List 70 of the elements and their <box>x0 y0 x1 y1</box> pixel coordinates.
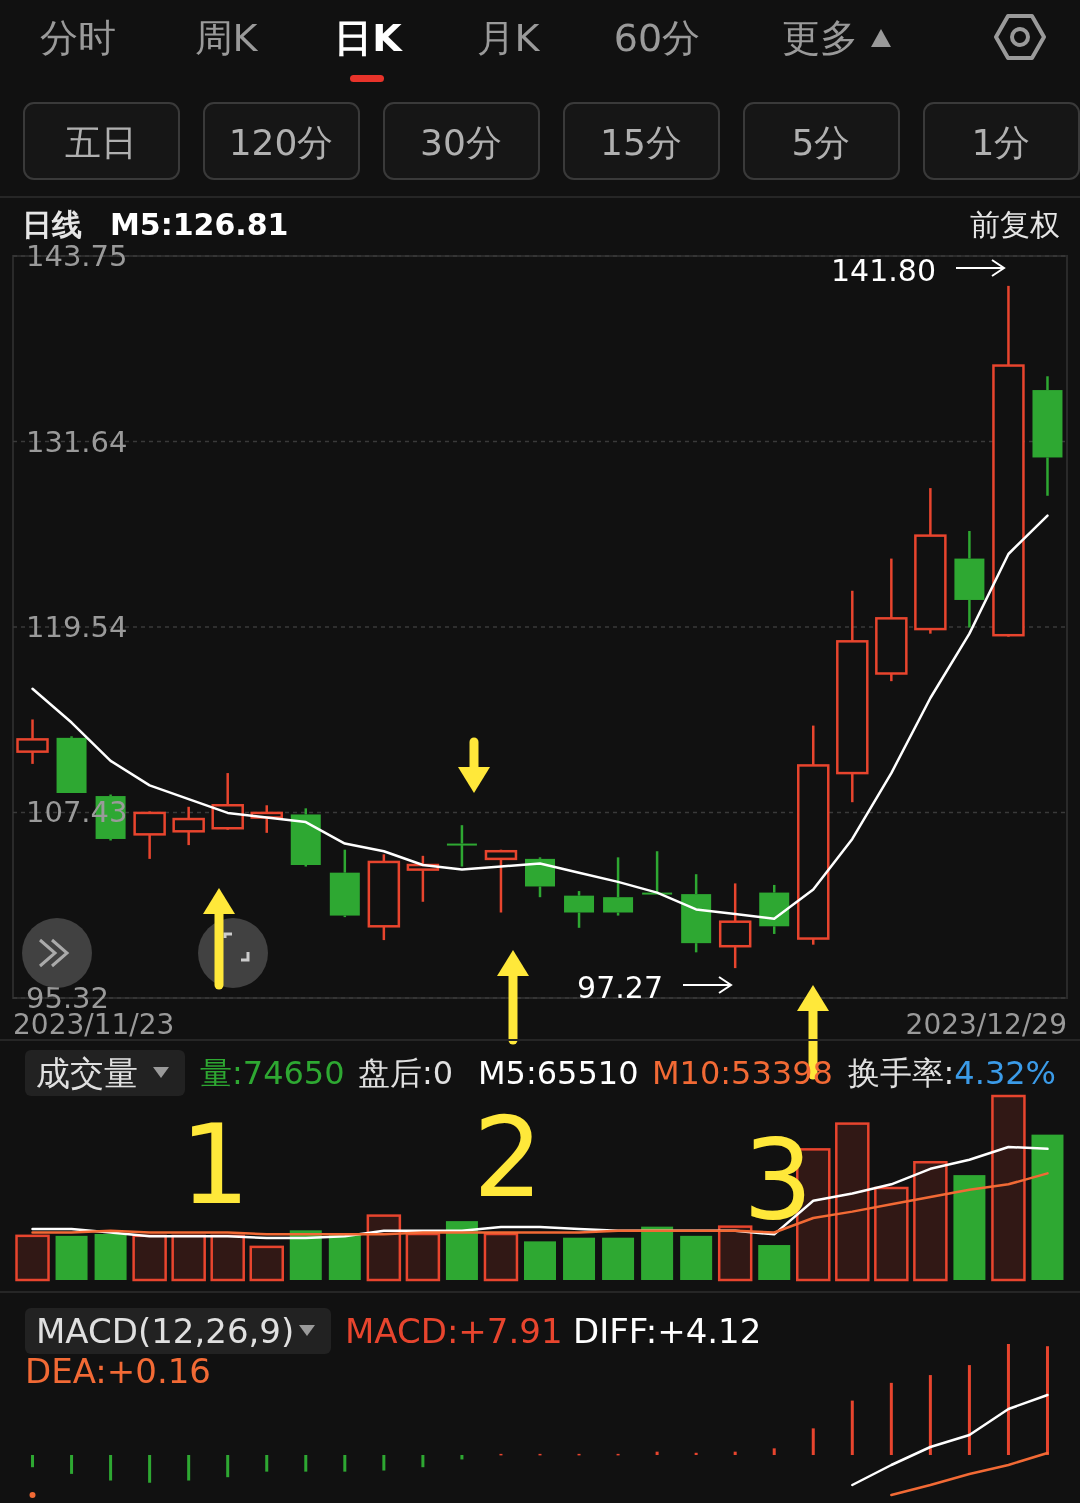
line-series <box>31 514 1049 920</box>
text: 2023/12/29 <box>905 1007 1067 1041</box>
bar <box>31 1455 35 1468</box>
bar <box>967 1365 971 1455</box>
text: 量:74650 <box>200 1054 345 1092</box>
bar <box>991 1094 1026 1282</box>
text: DEA:+0.16 <box>25 1351 211 1391</box>
bar <box>460 1455 464 1460</box>
bar <box>405 1232 441 1282</box>
bar <box>421 1455 425 1468</box>
bar <box>1006 1344 1010 1455</box>
chart-title: 成交量 <box>36 1053 138 1093</box>
bar <box>226 1455 230 1478</box>
annotation: 2 <box>473 1094 543 1222</box>
bar <box>445 1221 478 1280</box>
bar <box>148 1455 152 1483</box>
text: M5:65510 <box>478 1054 639 1092</box>
bar <box>210 1234 245 1282</box>
chart-title: MACD(12,26,9) <box>36 1311 295 1351</box>
y-tick-label: 119.54 <box>26 609 128 644</box>
bar <box>811 1428 815 1455</box>
y-tick-label: 143.75 <box>26 239 128 273</box>
bar <box>70 1455 74 1474</box>
y-tick-label: 131.64 <box>26 424 128 459</box>
bar <box>850 1400 854 1455</box>
text: 盘后:0 <box>358 1054 454 1092</box>
bar <box>343 1455 347 1472</box>
bar <box>680 1235 713 1280</box>
text: 2023/11/23 <box>13 1007 175 1041</box>
bar <box>563 1237 596 1280</box>
bar <box>187 1455 191 1481</box>
text: M5:126.81 <box>110 206 289 242</box>
annotation: 141.80 <box>831 252 936 288</box>
bar <box>94 1234 127 1280</box>
bar <box>249 1245 284 1282</box>
bar <box>109 1455 113 1481</box>
annotation: MACD:+7.91 <box>345 1311 563 1351</box>
bar <box>15 1234 50 1282</box>
bar <box>171 1234 206 1282</box>
text: DIFF:+4.12 <box>573 1311 762 1351</box>
text: M10:53398 <box>652 1054 833 1092</box>
bar <box>1045 1346 1049 1455</box>
bar <box>835 1122 870 1282</box>
bar <box>132 1234 167 1282</box>
chart-title: 日线 <box>22 206 82 242</box>
bar <box>913 1160 948 1282</box>
bar <box>602 1237 635 1280</box>
bar <box>366 1214 402 1282</box>
bar <box>483 1232 519 1282</box>
text: 前复权 <box>970 206 1060 242</box>
annotation: 97.27 <box>577 969 663 1005</box>
bar <box>55 1235 88 1280</box>
bar <box>655 1451 659 1455</box>
bar <box>733 1451 737 1455</box>
text: 换手率:4.32% <box>847 1054 1056 1092</box>
bar <box>889 1382 893 1455</box>
annotation: 1 <box>180 1101 250 1229</box>
bar <box>928 1375 932 1455</box>
bar <box>758 1245 791 1280</box>
bar <box>717 1225 753 1282</box>
bar <box>772 1448 776 1455</box>
bar <box>953 1175 986 1280</box>
bar <box>382 1455 386 1471</box>
bar <box>1031 1134 1064 1280</box>
bar <box>328 1234 361 1280</box>
bar <box>265 1455 269 1472</box>
bar <box>874 1186 909 1282</box>
tab-bar: 分时 周K 日K 月K 60分 更多 五日 120分 30分 15分 5分 1分 <box>0 14 1080 198</box>
bar <box>304 1455 308 1472</box>
bar <box>641 1226 674 1280</box>
